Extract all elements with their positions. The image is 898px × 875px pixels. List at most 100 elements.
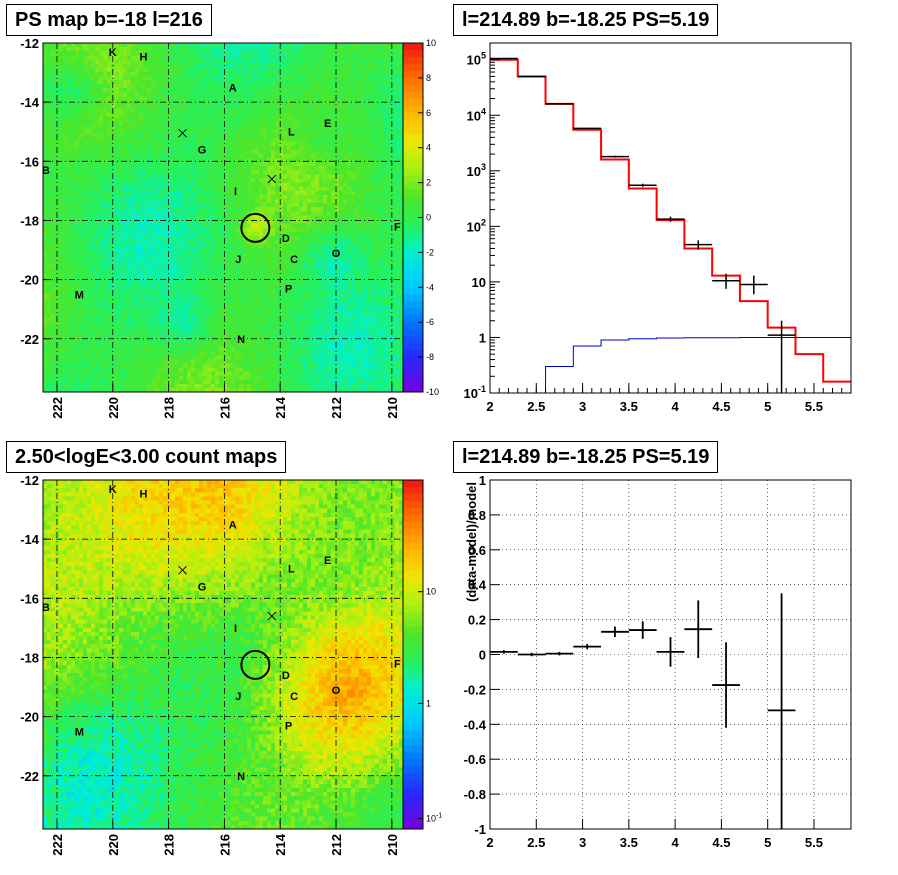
ps-map-cell — [139, 186, 144, 192]
ps-map-cell — [243, 264, 248, 270]
ps-map-cell — [379, 121, 384, 126]
ps-map-cell — [311, 116, 316, 122]
ps-map-cell — [83, 96, 88, 101]
ps-map-cell — [151, 186, 156, 192]
ps-map-cell — [99, 203, 104, 208]
ps-map-cell — [299, 227, 304, 233]
ps-map-cell — [247, 178, 252, 183]
ps-map-cell — [143, 190, 148, 196]
ps-map-cell — [275, 96, 280, 101]
ps-map-cell — [307, 75, 312, 81]
ps-map-cell — [175, 231, 180, 237]
ps-map-cell — [199, 207, 204, 212]
ps-map-cell — [263, 227, 268, 233]
ps-map-cell — [203, 227, 208, 233]
ps-map-cell — [291, 178, 296, 183]
ps-map-cell — [203, 125, 208, 130]
ps-map-cell — [151, 112, 156, 118]
ps-map-cell — [143, 129, 148, 134]
ps-map-cell — [51, 203, 56, 208]
ps-map-cell — [115, 252, 120, 257]
ps-map-cell — [203, 63, 208, 69]
ps-map-cell — [155, 157, 160, 163]
ps-map-cell — [207, 215, 212, 220]
ps-map-cell — [275, 92, 280, 97]
ps-map-cell — [247, 125, 252, 130]
ps-map-cell — [347, 219, 352, 225]
ps-map-cell — [323, 170, 328, 175]
ps-map-cell — [231, 116, 236, 122]
ps-map-cell — [235, 240, 240, 245]
ps-map-cell — [319, 129, 324, 134]
ps-map-cell — [259, 186, 264, 192]
ps-map-cell — [147, 100, 152, 105]
ps-map-cell — [83, 215, 88, 220]
ps-map-cell — [303, 55, 308, 60]
ps-map-cell — [215, 268, 220, 274]
ps-map-cell — [395, 133, 400, 138]
ps-map-cell — [359, 244, 364, 249]
ps-map-cell — [123, 67, 128, 73]
ps-map-cell — [111, 137, 116, 142]
ps-map-cell — [259, 112, 264, 118]
ps-map-cell — [391, 174, 396, 179]
ps-map-cell — [387, 207, 392, 212]
ps-map-cell — [375, 174, 380, 179]
ps-map-cell — [319, 88, 324, 93]
ps-map-cell — [351, 71, 356, 77]
ps-map-cell — [123, 137, 128, 142]
ps-map-cell — [115, 199, 120, 204]
ps-map-cell — [243, 145, 248, 151]
ps-map-cell — [327, 71, 332, 77]
ps-map-cell — [327, 240, 332, 245]
ps-map-cell — [107, 67, 112, 73]
ps-map-cell — [279, 149, 284, 155]
ps-map-cell — [243, 256, 248, 262]
ps-map-cell — [259, 223, 264, 229]
ps-map-cell — [71, 145, 76, 151]
ps-map-cell — [123, 108, 128, 114]
ps-map-cell — [287, 104, 292, 110]
ps-map-cell — [83, 145, 88, 151]
ps-map-cell — [175, 248, 180, 253]
ps-map-cell — [147, 149, 152, 155]
ps-map-cell — [275, 207, 280, 212]
ps-map-cell — [331, 108, 336, 114]
ps-map-cell — [207, 108, 212, 114]
ps-map-cell — [183, 67, 188, 73]
ps-map-cell — [159, 170, 164, 175]
ps-map-cell — [111, 112, 116, 118]
ps-map-cell — [135, 166, 140, 171]
ps-map-cell — [175, 104, 180, 110]
ps-map-cell — [67, 59, 72, 64]
ps-map-cell — [303, 141, 308, 147]
ps-map-cell — [183, 121, 188, 126]
ps-map-cell — [295, 75, 300, 81]
ps-map-cell — [259, 79, 264, 85]
ps-map-cell — [323, 116, 328, 122]
ps-map-cell — [167, 231, 172, 237]
ps-map-cell — [115, 178, 120, 183]
ps-map-cell — [383, 248, 388, 253]
ps-map-cell — [119, 59, 124, 64]
ps-map-cell — [319, 112, 324, 118]
ps-map-cell — [267, 240, 272, 245]
ps-map-cell — [359, 240, 364, 245]
ps-map-cell — [147, 240, 152, 245]
ps-map-cell — [207, 268, 212, 274]
ps-map-cell — [379, 133, 384, 138]
ps-map-cell — [135, 92, 140, 97]
ps-map-cell — [303, 59, 308, 64]
ps-map-cell — [351, 121, 356, 126]
ps-map-cell — [283, 248, 288, 253]
ps-map-cell — [391, 92, 396, 97]
ps-map-cell — [327, 194, 332, 200]
ps-map-cell — [159, 79, 164, 85]
ps-map-cell — [291, 235, 296, 241]
ps-map-cell — [83, 108, 88, 114]
ps-map-cell — [355, 145, 360, 151]
ps-map-cell — [235, 219, 240, 225]
ps-map-cell — [199, 153, 204, 159]
ps-map-cell — [115, 92, 120, 97]
ps-map-cell — [163, 88, 168, 93]
